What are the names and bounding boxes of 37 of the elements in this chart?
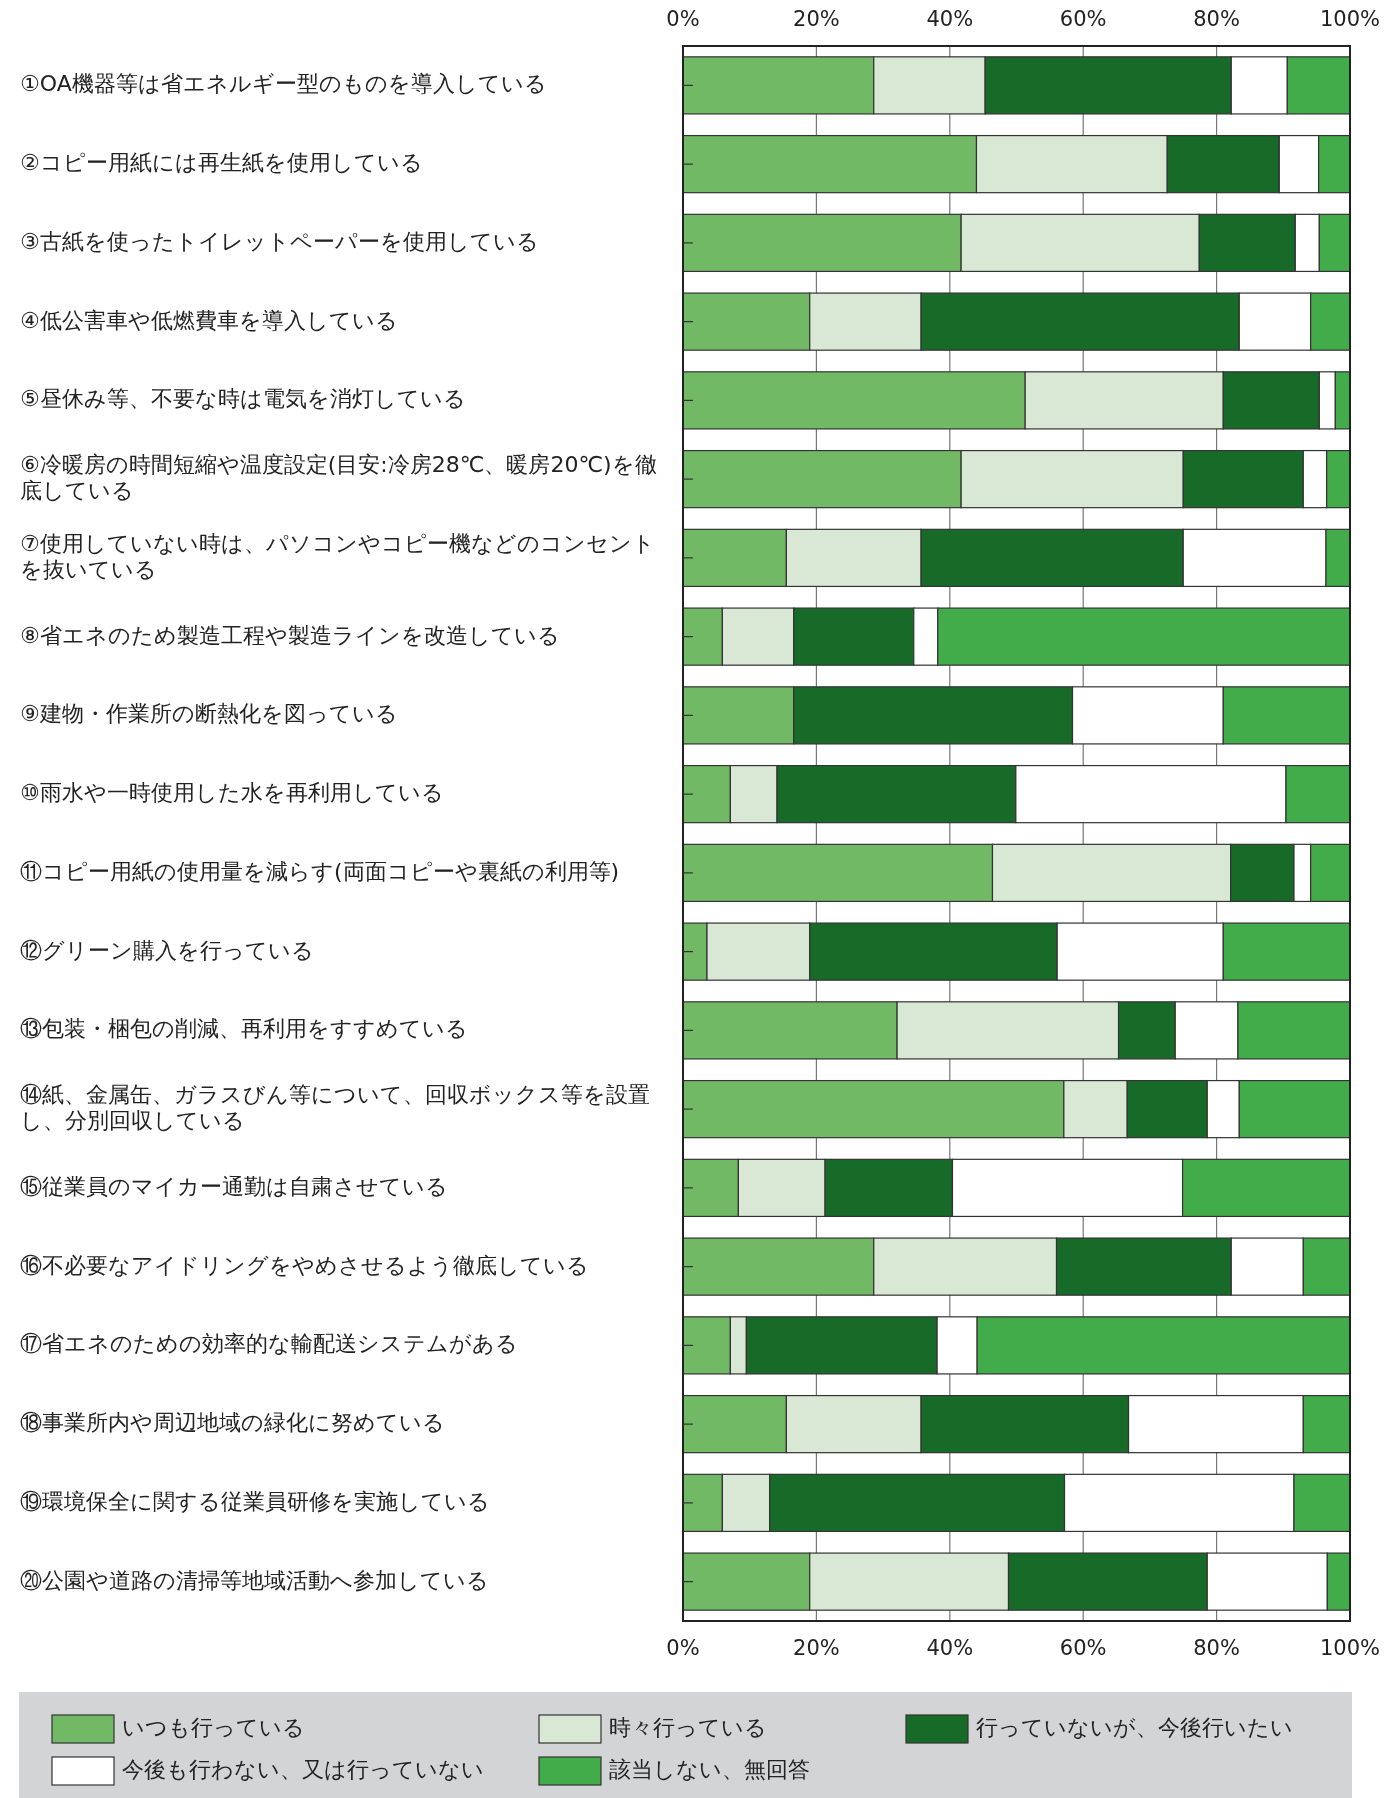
y-tick-label: ⑧省エネのため製造工程や製造ラインを改造している xyxy=(20,622,560,648)
legend-label: いつも行っている xyxy=(122,1715,305,1740)
y-tick-label: ⑪コピー用紙の使用量を減らす(両面コピーや裏紙の利用等) xyxy=(20,858,620,884)
y-tick-label: ⑤昼休み等、不要な時は電気を消灯している xyxy=(20,386,466,412)
y-tick-label: ⑫グリーン購入を行っている xyxy=(20,937,314,963)
y-tick-label: ①OA機器等は省エネルギー型のものを導入している xyxy=(20,71,547,97)
x-tick-label: 60% xyxy=(1059,1636,1107,1660)
x2-tick-label: 40% xyxy=(926,7,974,31)
y-tick-label: ⑨建物・作業所の断熱化を図っている xyxy=(20,701,398,727)
y-tick-label: ②コピー用紙には再生紙を使用している xyxy=(20,150,423,176)
y-tick-label: ⑬包装・梱包の削減、再利用をすすめている xyxy=(20,1016,468,1042)
x-tick-label: 0% xyxy=(666,1636,700,1660)
y-tick-label: ⑳公園や道路の清掃等地域活動へ参加している xyxy=(20,1567,489,1593)
y-tick-label: ⑮従業員のマイカー通勤は自粛させている xyxy=(20,1173,448,1199)
x-tick-label: 80% xyxy=(1193,1636,1240,1660)
y-tick-label: ⑯不必要なアイドリングをやめさせるよう徹底している xyxy=(20,1252,589,1278)
legend-label: 今後も行わない、又は行っていない xyxy=(122,1757,484,1782)
y-tick-label: ⑥冷暖房の時間短縮や温度設定(目安:冷房28℃、暖房20℃)を徹底している xyxy=(20,452,657,504)
x-tick-label: 100% xyxy=(1319,1636,1381,1660)
y-tick-label: ⑲環境保全に関する従業員研修を実施している xyxy=(20,1488,490,1514)
x2-tick-label: 80% xyxy=(1193,7,1240,31)
legend-label: 行っていないが、今後行いたい xyxy=(976,1715,1293,1740)
x-tick-label: 40% xyxy=(926,1636,974,1660)
x2-tick-label: 0% xyxy=(666,7,700,31)
x2-tick-label: 100% xyxy=(1319,7,1381,31)
legend-label: 該当しない、無回答 xyxy=(609,1757,810,1782)
x2-tick-label: 60% xyxy=(1059,7,1107,31)
legend-label: 時々行っている xyxy=(609,1715,767,1740)
y-tick-label: ③古紙を使ったトイレットペーパーを使用している xyxy=(20,228,539,254)
y-tick-label: ⑱事業所内や周辺地域の緑化に努めている xyxy=(20,1410,445,1436)
y-tick-label: ⑦使用していない時は、パソコンやコピー機などのコンセントを抜いている xyxy=(20,530,655,582)
y-tick-label: ④低公害車や低燃費車を導入している xyxy=(20,307,398,333)
x-tick-label: 20% xyxy=(793,1636,840,1660)
y-tick-label: ⑩雨水や一時使用した水を再利用している xyxy=(20,780,444,806)
x2-tick-label: 20% xyxy=(793,7,840,31)
y-tick-label: ⑰省エネのための効率的な輸配送システムがある xyxy=(20,1331,518,1357)
y-tick-label: ⑭紙、金属缶、ガラスびん等について、回収ボックス等を設置し、分別回収している xyxy=(20,1082,650,1134)
